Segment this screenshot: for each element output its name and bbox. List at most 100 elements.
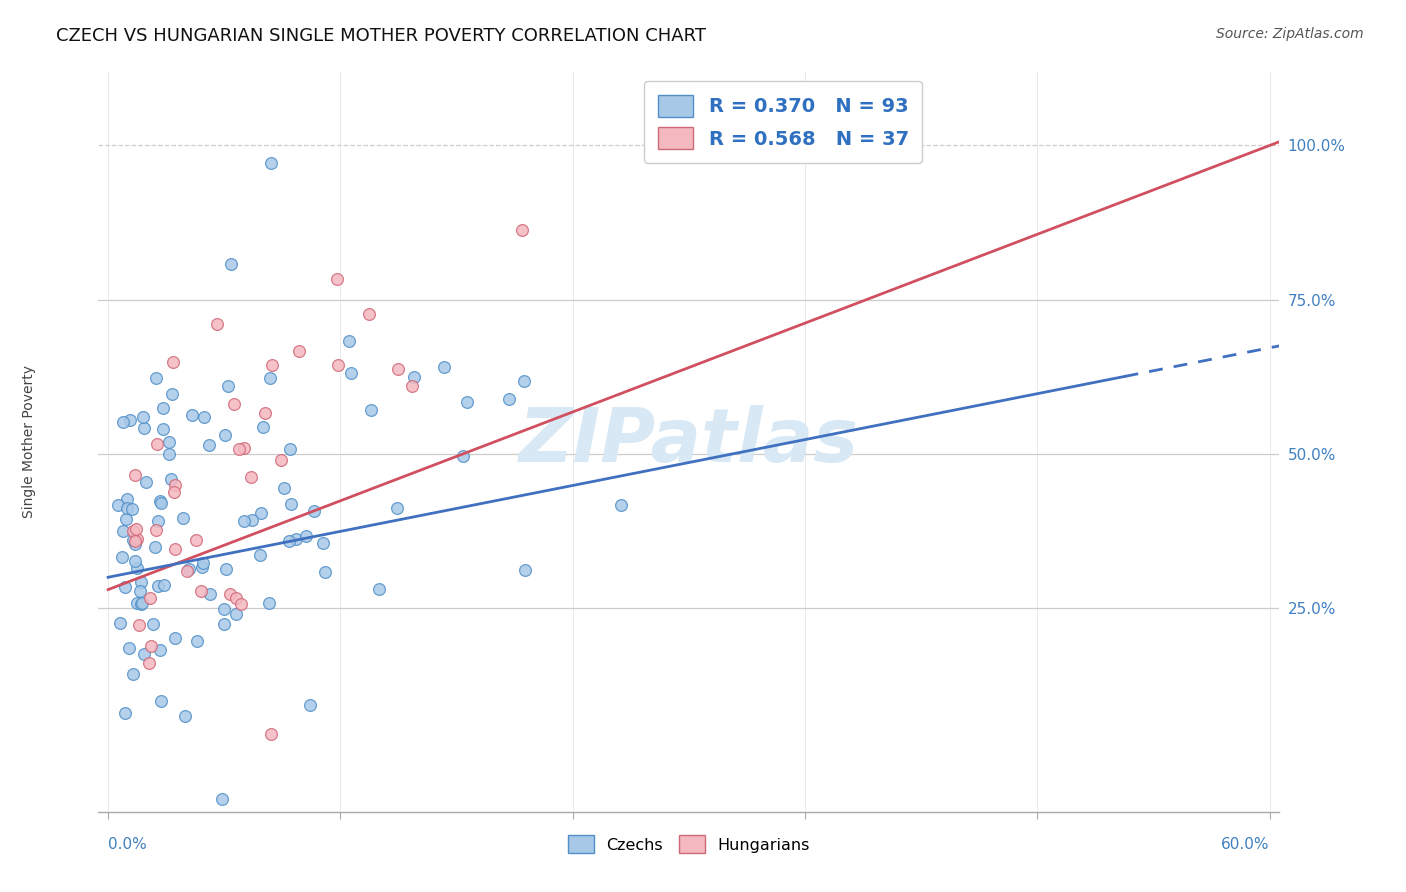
Point — [142, 616, 165, 631]
Point — [231, 597, 253, 611]
Point — [132, 409, 155, 424]
Point — [125, 522, 148, 536]
Point — [159, 473, 181, 487]
Point — [239, 470, 262, 484]
Point — [112, 524, 135, 539]
Point — [326, 272, 349, 286]
Point — [270, 452, 292, 467]
Y-axis label: Single Mother Poverty: Single Mother Poverty — [22, 365, 37, 518]
Point — [253, 406, 276, 420]
Point — [107, 498, 129, 512]
Point — [262, 358, 284, 372]
Point — [191, 557, 214, 571]
Point — [128, 618, 150, 632]
Point — [153, 578, 176, 592]
Point — [143, 540, 166, 554]
Point — [360, 402, 382, 417]
Point — [260, 727, 283, 741]
Point — [402, 370, 425, 384]
Point — [149, 494, 172, 508]
Point — [125, 532, 148, 546]
Point — [111, 549, 134, 564]
Point — [114, 512, 136, 526]
Point — [162, 355, 184, 369]
Point — [121, 533, 143, 547]
Point — [121, 524, 143, 538]
Point — [127, 596, 149, 610]
Point — [198, 586, 221, 600]
Point — [368, 582, 391, 596]
Point — [285, 533, 308, 547]
Point — [357, 307, 380, 321]
Point — [214, 428, 236, 442]
Point — [278, 442, 301, 456]
Point — [186, 634, 208, 648]
Point — [152, 401, 174, 415]
Point — [250, 506, 273, 520]
Point — [138, 591, 160, 606]
Point — [433, 359, 456, 374]
Point — [451, 449, 474, 463]
Point — [131, 597, 153, 611]
Point — [163, 541, 186, 556]
Point — [219, 257, 242, 271]
Point — [225, 591, 247, 605]
Point — [176, 565, 198, 579]
Point — [314, 565, 336, 579]
Point — [165, 478, 187, 492]
Point — [157, 447, 180, 461]
Point — [249, 548, 271, 562]
Point — [132, 647, 155, 661]
Point — [139, 639, 162, 653]
Point — [114, 580, 136, 594]
Point — [146, 579, 169, 593]
Point — [513, 563, 536, 577]
Point — [115, 491, 138, 506]
Point — [212, 602, 235, 616]
Legend: Czechs, Hungarians: Czechs, Hungarians — [562, 829, 815, 859]
Point — [157, 434, 180, 449]
Point — [326, 359, 349, 373]
Point — [117, 640, 139, 655]
Point — [124, 467, 146, 482]
Point — [337, 334, 360, 348]
Point — [184, 533, 207, 548]
Point — [340, 366, 363, 380]
Point — [278, 534, 301, 549]
Point — [193, 409, 215, 424]
Point — [124, 537, 146, 551]
Point — [456, 395, 478, 409]
Text: Source: ZipAtlas.com: Source: ZipAtlas.com — [1216, 27, 1364, 41]
Point — [215, 562, 238, 576]
Point — [610, 498, 633, 512]
Point — [387, 362, 409, 376]
Text: CZECH VS HUNGARIAN SINGLE MOTHER POVERTY CORRELATION CHART: CZECH VS HUNGARIAN SINGLE MOTHER POVERTY… — [56, 27, 706, 45]
Point — [146, 515, 169, 529]
Point — [118, 412, 141, 426]
Point — [150, 496, 173, 510]
Point — [174, 709, 197, 723]
Point — [401, 379, 423, 393]
Point — [302, 504, 325, 518]
Point — [225, 607, 247, 621]
Point — [205, 318, 228, 332]
Point — [212, 616, 235, 631]
Point — [273, 481, 295, 495]
Point — [298, 698, 321, 713]
Point — [112, 415, 135, 429]
Point — [385, 501, 408, 516]
Text: ZIPatlas: ZIPatlas — [519, 405, 859, 478]
Point — [181, 409, 204, 423]
Point — [512, 374, 534, 388]
Point — [115, 501, 138, 516]
Point — [122, 666, 145, 681]
Point — [124, 534, 146, 549]
Point — [232, 442, 254, 456]
Point — [280, 497, 302, 511]
Point — [127, 561, 149, 575]
Point — [150, 694, 173, 708]
Point — [211, 792, 233, 806]
Point — [498, 392, 520, 406]
Point — [163, 632, 186, 646]
Point — [197, 437, 219, 451]
